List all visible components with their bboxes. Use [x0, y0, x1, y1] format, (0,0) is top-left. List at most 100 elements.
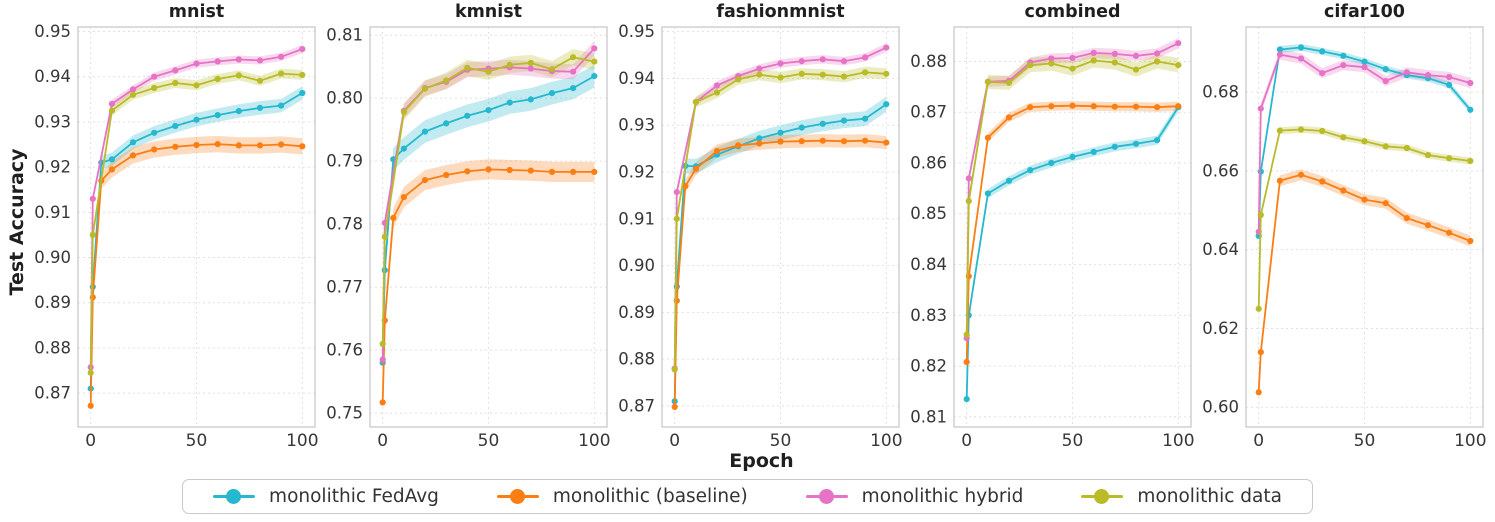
svg-text:0.85: 0.85	[910, 204, 947, 223]
legend-item-data: monolithic data	[1081, 486, 1282, 507]
svg-text:0.88: 0.88	[618, 350, 655, 369]
x-tick-labels: 0 50 100	[1253, 431, 1486, 451]
plot-border	[1245, 26, 1484, 428]
svg-text:0.87: 0.87	[34, 384, 71, 403]
confidence-bands	[382, 40, 595, 413]
chart-panel-cifar100: cifar100 0.60 0.62 0.64 0.66 0.68 0 50 100	[1196, 0, 1488, 452]
svg-text:0.88: 0.88	[910, 52, 947, 71]
band-baseline	[90, 135, 303, 414]
series-data	[671, 69, 890, 373]
chart-panel-kmnist: kmnist 0.75 0.76 0.77 0.78 0.79 0.80 0.81 0 50 10…	[320, 0, 612, 452]
chart-title: kmnist	[454, 2, 523, 22]
svg-text:0.92: 0.92	[34, 158, 71, 177]
confidence-bands	[674, 43, 887, 414]
chart-canvas-fashionmnist: 0.87 0.88 0.89 0.90 0.91 0.92 0.93 0.94 0.95 0 50 1…	[618, 22, 902, 451]
svg-text:0.80: 0.80	[326, 89, 363, 108]
chart-title: cifar100	[1324, 2, 1405, 22]
series-baseline	[963, 102, 1182, 366]
charts-row: mnist 0.87 0.88 0.89 0.90 0.91 0.92 0.93 0.94 0.…	[34, 0, 1488, 452]
chart-canvas-cifar100: 0.60 0.62 0.64 0.66 0.68 0 50 100	[1202, 26, 1487, 451]
svg-text:0.94: 0.94	[618, 69, 655, 88]
series-data	[1255, 126, 1474, 312]
svg-text:0: 0	[85, 431, 96, 451]
series-hybrid	[1255, 51, 1474, 235]
svg-text:0.88: 0.88	[34, 338, 71, 357]
svg-text:0.78: 0.78	[326, 215, 363, 234]
x-tick-labels: 0 50 100	[961, 431, 1194, 451]
gridlines	[662, 27, 899, 427]
gridlines	[954, 27, 1191, 427]
plot-border	[953, 26, 1192, 428]
series-hybrid	[87, 46, 306, 371]
svg-text:0: 0	[1253, 431, 1264, 451]
legend-marker-hybrid	[805, 489, 848, 505]
svg-text:0.91: 0.91	[34, 203, 71, 222]
legend-marker-fedavg	[213, 489, 256, 505]
series-fedavg	[379, 73, 598, 366]
svg-text:0: 0	[377, 431, 388, 451]
svg-text:0.60: 0.60	[1202, 398, 1239, 417]
band-data	[674, 66, 887, 376]
svg-text:0.91: 0.91	[618, 209, 655, 228]
y-tick-labels: 0.60 0.62 0.64 0.66 0.68	[1202, 82, 1239, 416]
svg-text:0.76: 0.76	[326, 341, 363, 360]
x-tick-labels: 0 50 100	[85, 431, 318, 451]
series-baseline	[379, 166, 598, 406]
svg-text:0.94: 0.94	[34, 67, 71, 86]
svg-text:0.82: 0.82	[910, 357, 947, 376]
svg-text:0.87: 0.87	[910, 103, 947, 122]
legend-label: monolithic data	[1137, 486, 1282, 507]
svg-text:50: 50	[478, 431, 500, 451]
x-tick-labels: 0 50 100	[669, 431, 902, 451]
svg-text:0.64: 0.64	[1202, 240, 1239, 259]
x-tick-labels: 0 50 100	[377, 431, 610, 451]
svg-text:0.86: 0.86	[910, 153, 947, 172]
chart-title: mnist	[168, 2, 225, 22]
svg-text:50: 50	[770, 431, 792, 451]
svg-text:0.89: 0.89	[618, 303, 655, 322]
series-fedavg	[963, 104, 1182, 403]
series-fedavg	[87, 89, 306, 392]
confidence-bands	[90, 45, 303, 414]
svg-text:0.93: 0.93	[618, 116, 655, 135]
plot-border	[369, 26, 608, 428]
plot-border	[661, 26, 900, 428]
legend-item-fedavg: monolithic FedAvg	[213, 486, 439, 507]
chart-canvas-combined: 0.81 0.82 0.83 0.84 0.85 0.86 0.87 0.88 0 50 100	[910, 26, 1195, 451]
svg-text:0.87: 0.87	[618, 396, 655, 415]
svg-text:0.77: 0.77	[326, 278, 363, 297]
y-axis-label: Test Accuracy	[6, 148, 28, 296]
series-baseline	[1255, 171, 1474, 396]
series-data	[87, 70, 306, 376]
series-data	[963, 57, 1182, 338]
band-fedavg	[966, 102, 1179, 404]
svg-text:0.84: 0.84	[910, 255, 947, 274]
svg-text:50: 50	[1062, 431, 1084, 451]
y-tick-labels: 0.87 0.88 0.89 0.90 0.91 0.92 0.93 0.94 0.95	[618, 22, 655, 415]
legend-item-hybrid: monolithic hybrid	[805, 486, 1024, 507]
svg-text:0: 0	[669, 431, 680, 451]
gridlines	[370, 27, 607, 427]
legend-marker-data	[1081, 489, 1124, 505]
svg-text:0.89: 0.89	[34, 293, 71, 312]
svg-text:0.92: 0.92	[618, 162, 655, 181]
chart-title: combined	[1024, 2, 1121, 22]
legend-item-baseline: monolithic (baseline)	[496, 486, 748, 507]
legend-label: monolithic FedAvg	[269, 486, 439, 507]
series-baseline	[671, 137, 890, 410]
svg-text:0.95: 0.95	[618, 22, 655, 41]
svg-text:0.81: 0.81	[910, 407, 947, 426]
svg-text:0.93: 0.93	[34, 112, 71, 131]
svg-text:0.95: 0.95	[34, 22, 71, 41]
y-tick-labels: 0.75 0.76 0.77 0.78 0.79 0.80 0.81	[326, 26, 363, 423]
svg-text:0.75: 0.75	[326, 404, 363, 423]
svg-text:0: 0	[961, 431, 972, 451]
legend-label: monolithic (baseline)	[552, 486, 748, 507]
legend: monolithic FedAvg monolithic (baseline) …	[182, 479, 1313, 514]
plot-border	[77, 26, 316, 428]
legend-label: monolithic hybrid	[861, 486, 1024, 507]
series-data	[379, 54, 598, 347]
band-baseline	[1258, 169, 1471, 398]
legend-marker-baseline	[496, 489, 539, 505]
